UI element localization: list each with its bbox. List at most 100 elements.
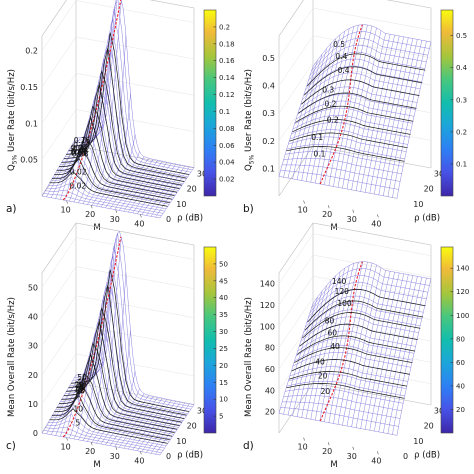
contour-label: 30 [75, 386, 85, 395]
axis-box-back-wall [75, 0, 195, 168]
z-axis-label-rest: User Rate (bit/s/Hz) [7, 69, 17, 155]
colorbar-tick-label: 5 [219, 413, 223, 421]
surface-mesh-line [324, 25, 359, 185]
colorbar-tick-label: 0.18 [219, 40, 235, 48]
contour-label: 120 [335, 287, 350, 296]
x-tick-mark [90, 205, 93, 209]
z-tick-label: 0.4 [262, 82, 275, 91]
z-gridline [41, 266, 195, 317]
contour-label: 0.1 [314, 150, 326, 159]
surface-mesh-line [305, 271, 341, 419]
surface-mesh-line [383, 276, 418, 433]
surface-mesh-line [310, 268, 346, 420]
z-tick-label: 0.2 [25, 47, 38, 56]
contour-label: 50 [77, 373, 87, 382]
x-tick-label: 20 [322, 210, 332, 219]
surface-mesh-line [301, 275, 336, 418]
contour-line [296, 335, 416, 355]
colorbar-tick-label: 50 [219, 260, 228, 268]
contour-label: 140 [332, 277, 347, 286]
colorbar-tick-label: 0.5 [456, 32, 467, 40]
optimum-ridge-line [62, 236, 122, 438]
surface-mesh-line [369, 36, 405, 194]
surface-mesh-line [109, 156, 145, 209]
contour-label: 0.5 [333, 40, 345, 49]
contour-label: 0.14 [73, 140, 90, 149]
contour-line [66, 70, 185, 182]
surface-mesh-line [387, 40, 423, 197]
z-tick-label: 120 [260, 301, 275, 310]
contour-line [286, 146, 405, 162]
surface-mesh-line [96, 330, 131, 444]
contour-line [294, 347, 413, 364]
colorbar-tick-label: 0.08 [219, 125, 235, 133]
surface-mesh-line [46, 374, 81, 434]
contour-label: 0.02 [69, 182, 86, 191]
x-tick-label: 20 [322, 447, 332, 456]
surface-mesh-line [278, 303, 314, 414]
colorbar-tick-label: 40 [456, 382, 465, 390]
colorbar-tick-label: 25 [219, 345, 228, 353]
surface-mesh-line [128, 398, 163, 450]
contour-line [291, 359, 410, 375]
z-tick-label: 20 [265, 408, 275, 417]
surface-mesh-line [378, 275, 414, 432]
z-axis-label: Q5% User Rate (bit/s/Hz) [244, 69, 256, 171]
z-tick-label: 0.3 [262, 109, 275, 118]
z-gridline [278, 276, 432, 327]
x-tick-label: 10 [297, 443, 307, 452]
z-gridline [41, 353, 195, 405]
z-gridline [278, 7, 432, 59]
surface-mesh-line [109, 393, 145, 446]
surface-mesh-line [383, 39, 418, 196]
surface-mesh-line [328, 24, 364, 186]
surface-mesh-line [287, 291, 323, 416]
contour-line [307, 289, 426, 323]
surface-mesh-line [132, 398, 167, 451]
surface-mesh-line [114, 395, 149, 447]
surface-mesh-line [128, 161, 163, 213]
x-tick-label: 10 [60, 443, 70, 452]
surface-mesh-line [96, 93, 131, 207]
x-tick-mark [327, 442, 330, 446]
z-axis-label: Mean Overall Rate (bit/s/Hz) [7, 297, 17, 417]
contour-line [288, 371, 408, 387]
z-tick-label: 60 [265, 365, 275, 374]
surface-mesh-line [68, 282, 187, 417]
axis-box-back-wall [312, 0, 432, 168]
x-tick-mark [303, 437, 305, 441]
contour-line [298, 92, 417, 114]
surface-mesh-line [374, 274, 409, 432]
surface-mesh-line [91, 35, 127, 206]
colorbar-tick-label: 0.14 [219, 74, 235, 82]
surface-mesh-line [296, 43, 332, 180]
x-tick-label: 30 [110, 452, 120, 461]
surface-mesh-line [292, 285, 327, 416]
contour-label: 10 [73, 404, 83, 413]
contour-line [304, 300, 424, 331]
z-gridline [41, 324, 195, 375]
z-axis-label-subscript: 5% [249, 154, 256, 164]
surface-mesh-line [123, 160, 158, 212]
x-tick-mark [352, 209, 355, 213]
contour-label: 45 [77, 377, 87, 386]
surface-mesh-line [364, 35, 400, 193]
surface-mesh-line [333, 24, 368, 187]
contour-line [51, 158, 170, 204]
contour-line [307, 53, 426, 87]
surface-mesh-line [328, 261, 364, 423]
surface-mesh-line [50, 373, 86, 435]
surface-mesh-line [392, 40, 427, 198]
contour-label: 0.16 [74, 136, 91, 145]
z-gridline [41, 0, 195, 51]
y-tick-label: 30 [197, 170, 207, 179]
y-tick-label: 20 [424, 185, 434, 194]
z-gridline [278, 62, 432, 114]
colorbar-tick-label: 0.1 [219, 108, 230, 116]
contour-label: 35 [76, 385, 86, 394]
contour-label: 0.02 [70, 167, 87, 176]
contour-label: 15 [74, 385, 84, 394]
surface-mesh-line [360, 35, 395, 192]
surface-mesh-line [137, 399, 172, 451]
x-tick-label: 40 [371, 456, 381, 465]
